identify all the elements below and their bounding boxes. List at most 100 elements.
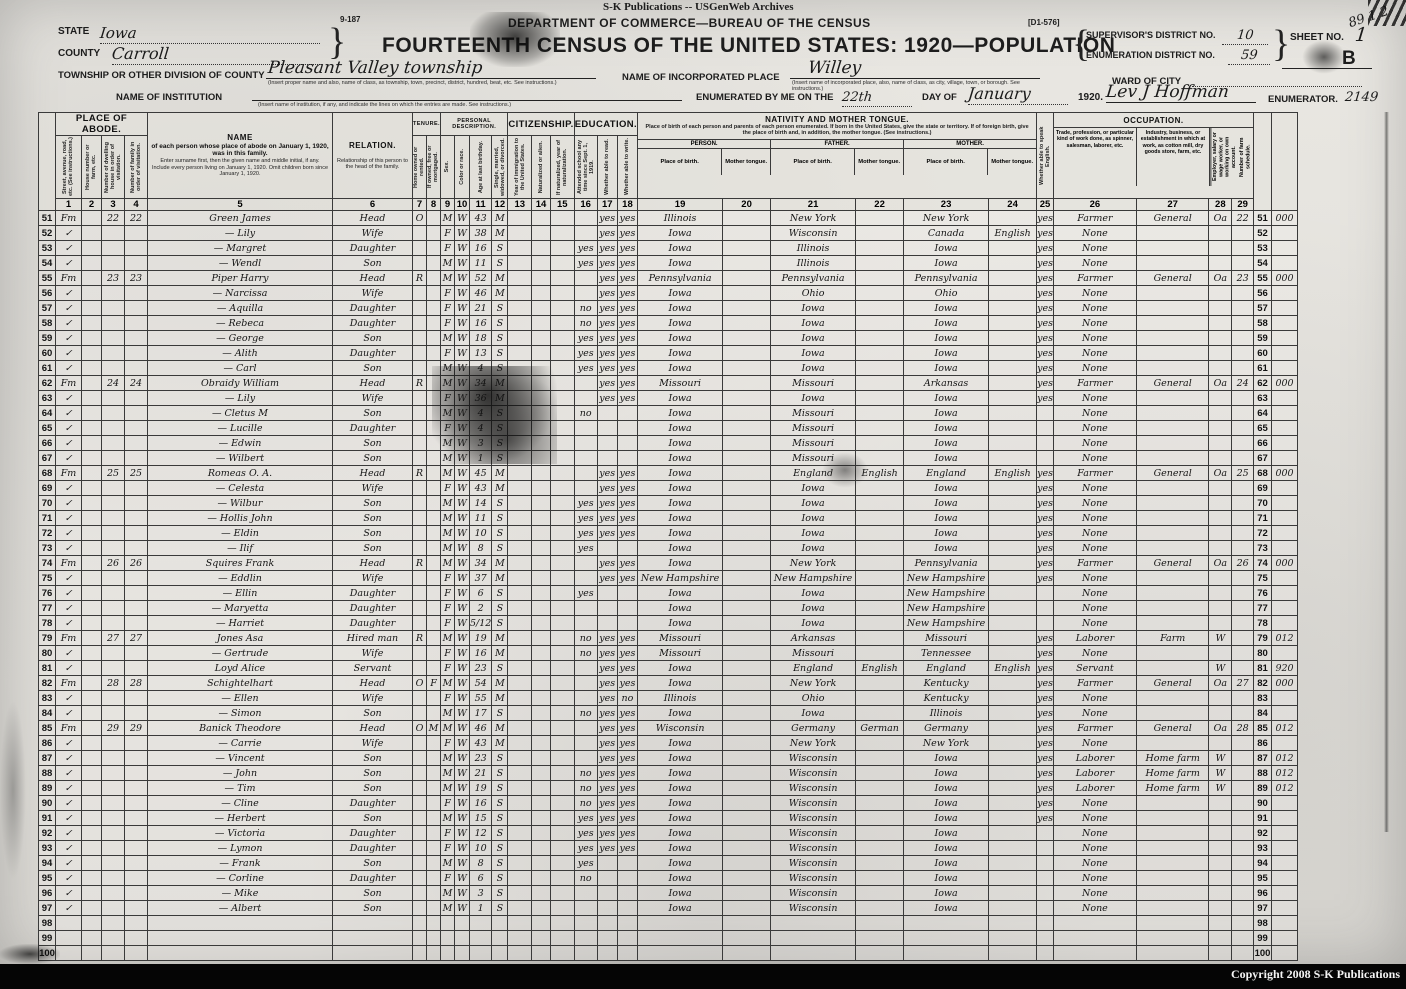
cell-col-14 (531, 600, 551, 616)
line-number-right: 72 (1253, 525, 1273, 541)
cell-col-2 (81, 930, 102, 946)
col-number-7: 7 (412, 198, 427, 211)
cell-col-24 (988, 780, 1038, 796)
cell-col-8 (426, 690, 441, 706)
cell-col-29 (1231, 405, 1255, 421)
cell-col-26: None (1052, 690, 1137, 706)
cell-col-19: Illinois (637, 690, 724, 706)
cell-col-28 (1208, 480, 1233, 496)
cell-col-29 (1231, 765, 1255, 781)
col-number-24: 24 (988, 198, 1038, 211)
cell-col-18: no (616, 690, 639, 706)
col-number-13: 13 (507, 198, 533, 211)
cell-col-12: S (491, 360, 509, 376)
cell-col-11: 36 (468, 390, 493, 406)
cell-col-19: Iowa (637, 795, 724, 811)
cell-col-6: Wife (332, 480, 413, 496)
cell-col-29 (1231, 630, 1255, 646)
cell-col-8 (426, 705, 441, 721)
cell-col-20 (722, 240, 772, 256)
margin-header (1271, 112, 1299, 211)
cell-col-2 (81, 780, 102, 796)
cell-col-10: W (454, 705, 470, 721)
cell-col-11: 19 (468, 630, 493, 646)
cell-col-25: yes (1036, 270, 1054, 286)
cell-col-26: None (1052, 705, 1137, 721)
cell-col-3 (101, 330, 125, 346)
cell-col-5: — Herbert (147, 810, 333, 826)
cell-col-2 (81, 510, 102, 526)
cell-col-13 (507, 510, 533, 526)
cell-col-11: 17 (468, 705, 493, 721)
cell-col-23: Iowa (903, 360, 990, 376)
cell-col-20 (722, 255, 772, 271)
cell-col-12: S (491, 540, 509, 556)
cell-col-15 (549, 705, 575, 721)
cell-col-13 (507, 675, 533, 691)
cell-col-21: New York (770, 675, 857, 691)
cell-col-8 (426, 240, 441, 256)
cell-col-1: ✓ (55, 705, 82, 721)
col-able-to-read-header: Whether able to read. (596, 135, 618, 199)
cell-col-7 (412, 435, 427, 451)
line-number-left: 64 (38, 405, 56, 421)
cell-col-20 (722, 525, 772, 541)
cell-col-22 (855, 705, 905, 721)
line-number-right: 95 (1253, 870, 1273, 886)
cell-col-10: W (454, 480, 470, 496)
cell-col-13 (507, 270, 533, 286)
census-row-100: 100 100 (38, 945, 1299, 961)
cell-col-20 (722, 825, 772, 841)
cell-col-23: New Hampshire (903, 570, 990, 586)
cell-col-25: yes (1036, 330, 1054, 346)
cell-col-19: Iowa (637, 420, 724, 436)
line-number-right: 56 (1253, 285, 1273, 301)
cell-col-16 (573, 750, 598, 766)
cell-col-5: — Wilbert (147, 450, 333, 466)
incorporated-place-label: NAME OF INCORPORATED PLACE (622, 72, 780, 83)
cell-col-14 (531, 390, 551, 406)
cell-col-27 (1135, 540, 1210, 556)
cell-col-29: 22 (1231, 210, 1255, 226)
cell-col-2 (81, 315, 102, 331)
cell-col-21: Wisconsin (770, 840, 857, 856)
cell-col-22 (855, 930, 905, 946)
cell-col-20 (722, 285, 772, 301)
cell-col-10: W (454, 900, 470, 916)
cell-col-3 (101, 345, 125, 361)
cell-col-11: 21 (468, 765, 493, 781)
cell-col-21: New York (770, 555, 857, 571)
cell-col-12: M (491, 555, 509, 571)
county-label: COUNTY (58, 48, 101, 59)
cell-col-14 (531, 915, 551, 931)
cell-col-4: 25 (124, 465, 148, 481)
line-number-right: 59 (1253, 330, 1273, 346)
cell-col-14 (531, 240, 551, 256)
cell-col-26: None (1052, 345, 1137, 361)
line-number-left: 97 (38, 900, 56, 916)
col-number-27: 27 (1135, 198, 1210, 211)
cell-col-5: — Hollis John (147, 510, 333, 526)
cell-col-9: M (440, 525, 455, 541)
cell-col-27 (1135, 885, 1210, 901)
cell-col-22 (855, 600, 905, 616)
nativity-person-col: PERSON. Place of birth. Mother tongue. (638, 139, 772, 175)
cell-col-14 (531, 405, 551, 421)
cell-col-13 (507, 570, 533, 586)
col-number-4: 4 (124, 198, 148, 211)
cell-col-22 (855, 435, 905, 451)
cell-col-22 (855, 900, 905, 916)
cell-col-7 (412, 885, 427, 901)
cell-col-1: ✓ (55, 525, 82, 541)
cell-col-8 (426, 405, 441, 421)
cell-col-17 (596, 435, 618, 451)
cell-col-15 (549, 600, 575, 616)
cell-col-6: Daughter (332, 240, 413, 256)
cell-col-23: Iowa (903, 480, 990, 496)
cell-col-29 (1231, 345, 1255, 361)
cell-col-21: Iowa (770, 495, 857, 511)
